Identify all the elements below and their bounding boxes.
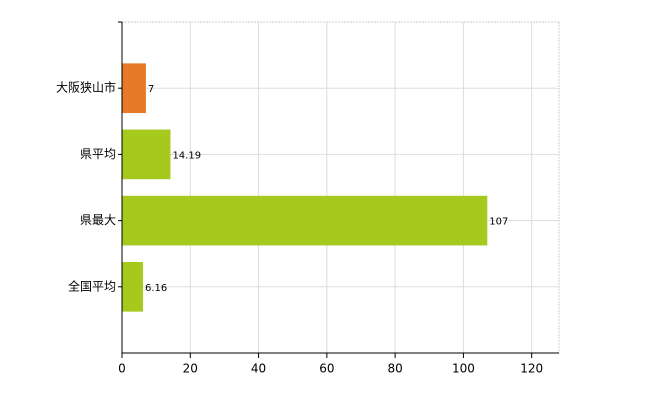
x-tick-label: 40: [251, 362, 266, 376]
value-label: 7: [148, 84, 154, 95]
y-tick-label: 全国平均: [68, 278, 116, 293]
y-tick-label: 大阪狭山市: [56, 80, 116, 95]
y-tick-label: 県最大: [80, 213, 116, 227]
x-tick-label: 20: [183, 362, 198, 376]
value-label: 14.19: [172, 150, 201, 161]
x-tick-label: 60: [319, 362, 334, 376]
x-tick-label: 80: [387, 362, 402, 376]
x-tick-label: 120: [520, 362, 543, 376]
value-label: 107: [489, 217, 508, 228]
x-tick-label: 0: [118, 362, 126, 376]
bar: [122, 129, 171, 180]
x-tick-label: 100: [452, 362, 475, 376]
value-label: 6.16: [145, 283, 167, 294]
y-tick-label: 県平均: [80, 147, 116, 161]
bar: [122, 63, 146, 114]
bar: [122, 261, 144, 312]
bar: [122, 195, 488, 246]
